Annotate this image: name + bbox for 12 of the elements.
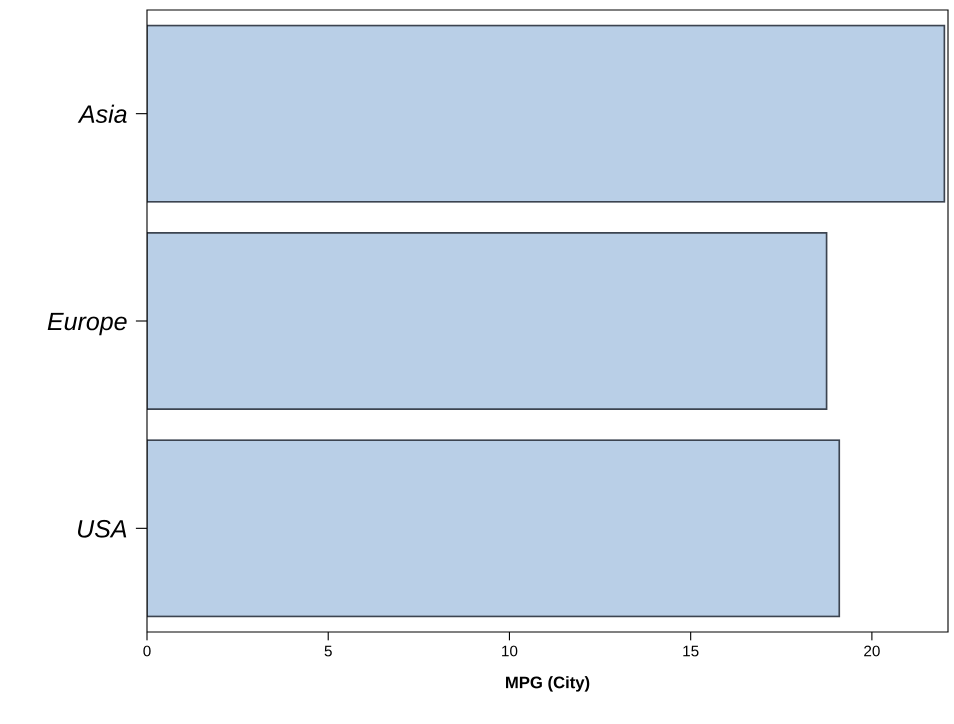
bar [147,232,828,410]
y-tick-label: Europe [48,312,127,336]
x-tick-label: 15 [683,646,699,656]
bar [147,24,946,203]
x-tick-label: 5 [324,646,332,656]
y-tick-label: Asia [78,104,127,123]
x-tick-label: 20 [864,646,880,656]
x-tick-label: 10 [502,646,518,656]
x-tick-label: 0 [143,646,151,656]
bar [147,439,840,618]
x-axis-title: MPG (City) [506,676,590,692]
y-tick-label: USA [78,520,126,538]
